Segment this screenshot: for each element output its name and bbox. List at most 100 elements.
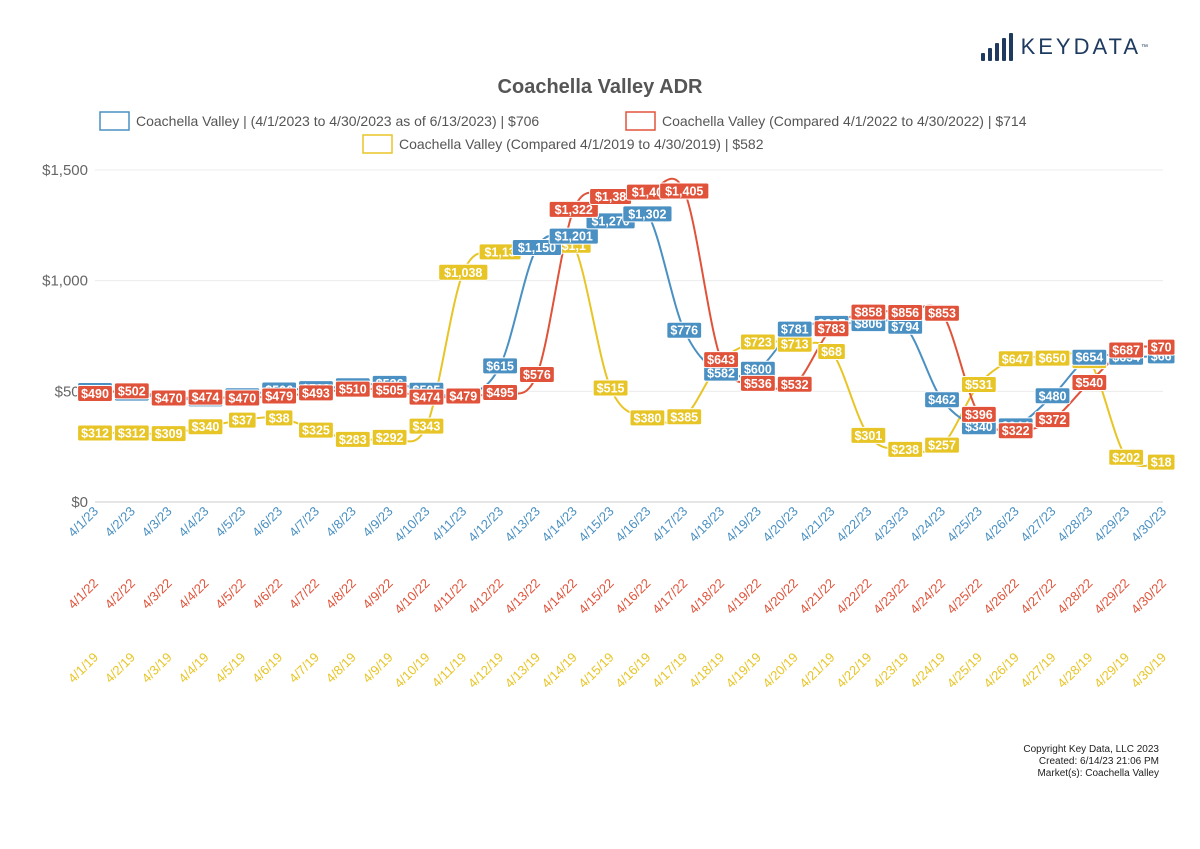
data-label-text: $470	[228, 391, 256, 405]
data-label-box	[224, 389, 261, 407]
data-label-text: $1,150	[518, 241, 556, 255]
data-label-text: $1,201	[555, 230, 593, 244]
data-label: $495	[482, 383, 519, 401]
data-label-text: $1,322	[555, 203, 593, 217]
x-tick-label: 4/16/19	[612, 650, 653, 691]
legend-label-2019: Coachella Valley (Compared 4/1/2019 to 4…	[399, 136, 764, 152]
x-tick-label: 4/6/22	[249, 576, 285, 612]
x-tick-label: 4/12/22	[465, 576, 506, 617]
market-text: Market(s): Coachella Valley	[1037, 768, 1159, 779]
data-label-text: $1,038	[444, 266, 482, 280]
data-label-text: $510	[339, 383, 367, 397]
x-tick-label: 4/7/23	[286, 504, 322, 540]
x-tick-label: 4/25/22	[944, 576, 985, 617]
data-label-box	[482, 383, 519, 401]
x-tick-label: 4/19/19	[723, 650, 764, 691]
legend-item-2019[interactable]: Coachella Valley (Compared 4/1/2019 to 4…	[362, 134, 764, 154]
data-label-text: $647	[1002, 352, 1030, 366]
data-label: $238	[887, 440, 924, 458]
data-label: $776	[666, 321, 703, 339]
data-label-box	[261, 387, 298, 405]
data-label-text: $858	[854, 306, 882, 320]
x-tick-label: 4/1/22	[65, 576, 101, 612]
data-label: $650	[1034, 349, 1071, 367]
data-label-box	[371, 381, 408, 399]
x-tick-label: 4/23/23	[870, 504, 911, 545]
data-label: $1,38	[589, 188, 633, 206]
data-label-text: $540	[1075, 376, 1103, 390]
copyright-text: Copyright Key Data, LLC 2023	[1023, 744, 1159, 755]
x-tick-label: 4/19/22	[723, 576, 764, 617]
data-label-box	[298, 384, 334, 402]
data-label-box	[997, 422, 1034, 440]
data-label-text: $1,40	[632, 186, 663, 200]
data-label-box	[113, 382, 150, 400]
data-label-box	[1071, 348, 1108, 366]
data-label-text: $1,405	[665, 185, 703, 199]
data-label: $1,322	[548, 200, 599, 218]
data-label-box	[1146, 453, 1176, 471]
x-tick-label: 4/6/23	[249, 504, 285, 540]
data-label-text: $1,270	[591, 214, 629, 228]
x-tick-label: 4/16/23	[612, 504, 653, 545]
data-label-box	[703, 351, 739, 369]
x-tick-label: 4/28/22	[1054, 576, 1095, 617]
data-label: $540	[1071, 373, 1108, 391]
data-label-box	[817, 342, 846, 360]
legend-item-2022[interactable]: Coachella Valley (Compared 4/1/2022 to 4…	[625, 111, 1027, 131]
data-label-box	[850, 426, 887, 444]
data-label: $202	[1108, 448, 1145, 466]
data-label: $510	[334, 380, 371, 398]
x-tick-label: 4/22/23	[833, 504, 874, 545]
data-label-text: $385	[670, 410, 698, 424]
data-label: $531	[960, 375, 997, 393]
data-label-text: $615	[486, 359, 514, 373]
data-label: $490	[77, 385, 113, 403]
legend-item-2023[interactable]: Coachella Valley | (4/1/2023 to 4/30/202…	[99, 111, 539, 131]
data-label-box	[960, 375, 997, 393]
x-tick-label: 4/29/22	[1091, 576, 1132, 617]
data-label-text: $502	[118, 384, 146, 398]
data-label: $1,302	[622, 205, 673, 223]
x-tick-label: 4/23/22	[870, 576, 911, 617]
data-label-text: $495	[486, 386, 514, 400]
copyright-block: Copyright Key Data, LLC 2023 Created: 6/…	[1023, 744, 1159, 780]
x-tick-label: 4/30/22	[1128, 576, 1169, 617]
data-label: $505	[371, 381, 408, 399]
data-label-box	[776, 375, 813, 393]
data-label-box	[1034, 387, 1071, 405]
data-label-text: $531	[965, 378, 993, 392]
legend-swatch-2022	[625, 111, 656, 131]
data-label-text: $783	[818, 322, 846, 336]
x-tick-label: 4/19/23	[723, 504, 764, 545]
x-tick-label: 4/12/19	[465, 650, 506, 691]
data-label: $372	[1034, 411, 1071, 429]
x-tick-label: 4/8/22	[323, 576, 359, 612]
x-tick-label: 4/20/22	[760, 576, 801, 617]
x-tick-label: 4/21/23	[796, 504, 837, 545]
data-label-text: $312	[118, 426, 146, 440]
data-label: $853	[924, 304, 960, 322]
x-tick-label: 4/29/23	[1091, 504, 1132, 545]
x-tick-label: 4/27/23	[1017, 504, 1058, 545]
x-tick-label: 4/26/19	[981, 650, 1022, 691]
legend-label-2023: Coachella Valley | (4/1/2023 to 4/30/202…	[136, 113, 539, 129]
data-label: $615	[482, 357, 519, 375]
data-label: $654	[1071, 348, 1108, 366]
data-label-text: $856	[891, 306, 919, 320]
data-label-text: $1,13	[484, 245, 515, 259]
data-label: $340	[187, 418, 224, 436]
x-tick-label: 4/11/19	[429, 650, 470, 691]
data-label: $37	[228, 411, 257, 429]
data-label: $292	[371, 428, 408, 446]
data-label: $783	[813, 320, 850, 338]
x-tick-label: 4/18/23	[686, 504, 727, 545]
data-label-text: $462	[928, 393, 956, 407]
legend-swatch-2023	[99, 111, 130, 131]
y-tick-label: $1,000	[42, 273, 88, 290]
data-label-box	[776, 320, 813, 338]
x-tick-label: 4/15/22	[575, 576, 616, 617]
data-label-text: $325	[302, 424, 330, 438]
data-label: $309	[150, 425, 187, 443]
data-label: $18	[1146, 453, 1176, 471]
